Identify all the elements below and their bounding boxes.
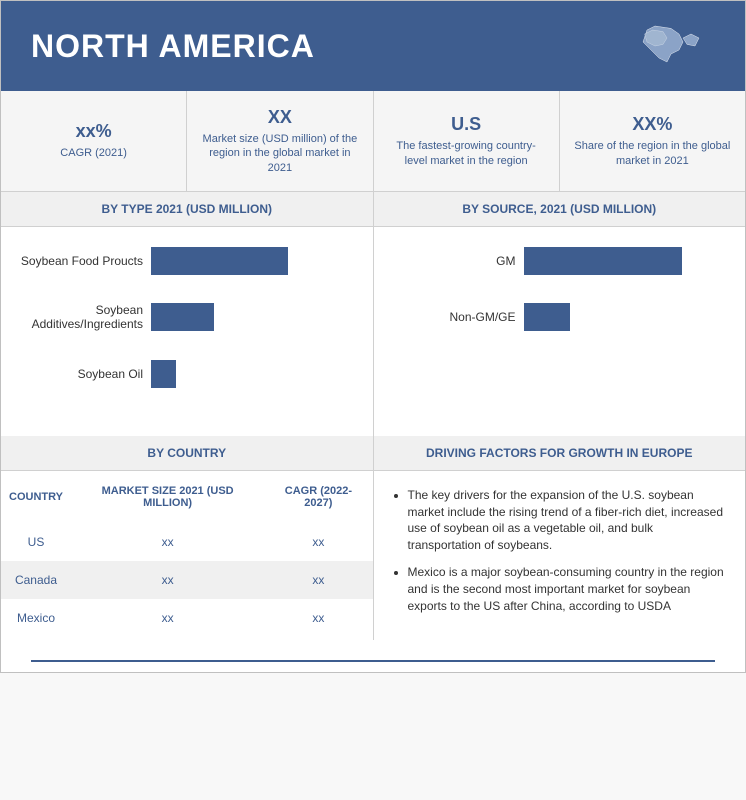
section-title: BY COUNTRY <box>1 436 373 471</box>
table-header-cell: COUNTRY <box>1 471 71 523</box>
chart-by-type: BY TYPE 2021 (USD MILLION) Soybean Food … <box>1 192 374 436</box>
infographic-container: NORTH AMERICA xx% CAGR (2021) XX Market … <box>0 0 746 673</box>
country-table: COUNTRYMARKET SIZE 2021 (USD MILLION)CAG… <box>1 471 373 637</box>
stats-row: xx% CAGR (2021) XX Market size (USD mill… <box>1 91 745 192</box>
bar-label: Soybean Oil <box>11 367 151 381</box>
bar-row: Soybean Food Proucts <box>11 247 363 275</box>
chart-by-source: BY SOURCE, 2021 (USD MILLION) GM Non-GM/G… <box>374 192 746 436</box>
stat-card-share: XX% Share of the region in the global ma… <box>560 91 745 191</box>
stat-card-cagr: xx% CAGR (2021) <box>1 91 187 191</box>
bar-container <box>524 247 736 275</box>
section-title: DRIVING FACTORS FOR GROWTH IN EUROPE <box>374 436 746 471</box>
bar <box>524 247 683 275</box>
bar-container <box>524 303 736 331</box>
bar <box>524 303 571 331</box>
chart-body: GM Non-GM/GE <box>374 227 746 427</box>
table-cell: xx <box>264 599 372 637</box>
stat-label: Market size (USD million) of the region … <box>199 132 360 175</box>
stat-card-fastest-country: U.S The fastest-growing country-level ma… <box>374 91 560 191</box>
bar-row: Non-GM/GE <box>384 303 736 331</box>
footer-divider <box>31 660 715 662</box>
chart-title: BY SOURCE, 2021 (USD MILLION) <box>374 192 746 227</box>
table-cell: Mexico <box>1 599 71 637</box>
bar-label: GM <box>384 254 524 268</box>
bar-container <box>151 360 363 388</box>
table-cell: xx <box>264 561 372 599</box>
table-body: USxxxxCanadaxxxxMexicoxxxx <box>1 523 373 637</box>
bar-container <box>151 247 363 275</box>
table-cell: xx <box>71 523 264 561</box>
bar-label: Soybean Food Proucts <box>11 254 151 268</box>
factors-body: The key drivers for the expansion of the… <box>374 471 746 641</box>
table-header-row: COUNTRYMARKET SIZE 2021 (USD MILLION)CAG… <box>1 471 373 523</box>
bar <box>151 303 214 331</box>
bar-label: Non-GM/GE <box>384 310 524 324</box>
header: NORTH AMERICA <box>1 1 745 91</box>
stat-card-market-size: XX Market size (USD million) of the regi… <box>187 91 373 191</box>
chart-title: BY TYPE 2021 (USD MILLION) <box>1 192 373 227</box>
list-item: Mexico is a major soybean-consuming coun… <box>408 564 730 614</box>
table-cell: xx <box>71 561 264 599</box>
bar-row: Soybean Oil <box>11 360 363 388</box>
bar-row: GM <box>384 247 736 275</box>
stat-label: The fastest-growing country-level market… <box>386 139 547 168</box>
list-item: The key drivers for the expansion of the… <box>408 487 730 554</box>
north-america-map-icon <box>635 21 715 71</box>
table-cell: Canada <box>1 561 71 599</box>
table-header-cell: CAGR (2022-2027) <box>264 471 372 523</box>
bar-container <box>151 303 363 331</box>
stat-label: Share of the region in the global market… <box>572 139 733 168</box>
stat-value: xx% <box>13 121 174 142</box>
stat-value: XX% <box>572 114 733 135</box>
bar <box>151 247 288 275</box>
table-cell: xx <box>71 599 264 637</box>
factors-list: The key drivers for the expansion of the… <box>390 487 730 615</box>
stat-value: U.S <box>386 114 547 135</box>
stat-label: CAGR (2021) <box>13 146 174 160</box>
charts-row: BY TYPE 2021 (USD MILLION) Soybean Food … <box>1 192 745 436</box>
bar-row: Soybean Additives/Ingredients <box>11 303 363 332</box>
table-cell: xx <box>264 523 372 561</box>
table-row: Mexicoxxxx <box>1 599 373 637</box>
factors-section: DRIVING FACTORS FOR GROWTH IN EUROPE The… <box>374 436 746 641</box>
table-cell: US <box>1 523 71 561</box>
bar-label: Soybean Additives/Ingredients <box>11 303 151 332</box>
table-header-cell: MARKET SIZE 2021 (USD MILLION) <box>71 471 264 523</box>
chart-body: Soybean Food Proucts Soybean Additives/In… <box>1 227 373 436</box>
table-row: USxxxx <box>1 523 373 561</box>
country-section: BY COUNTRY COUNTRYMARKET SIZE 2021 (USD … <box>1 436 374 641</box>
page-title: NORTH AMERICA <box>31 28 315 65</box>
bottom-row: BY COUNTRY COUNTRYMARKET SIZE 2021 (USD … <box>1 436 745 641</box>
bar <box>151 360 176 388</box>
table-row: Canadaxxxx <box>1 561 373 599</box>
stat-value: XX <box>199 107 360 128</box>
